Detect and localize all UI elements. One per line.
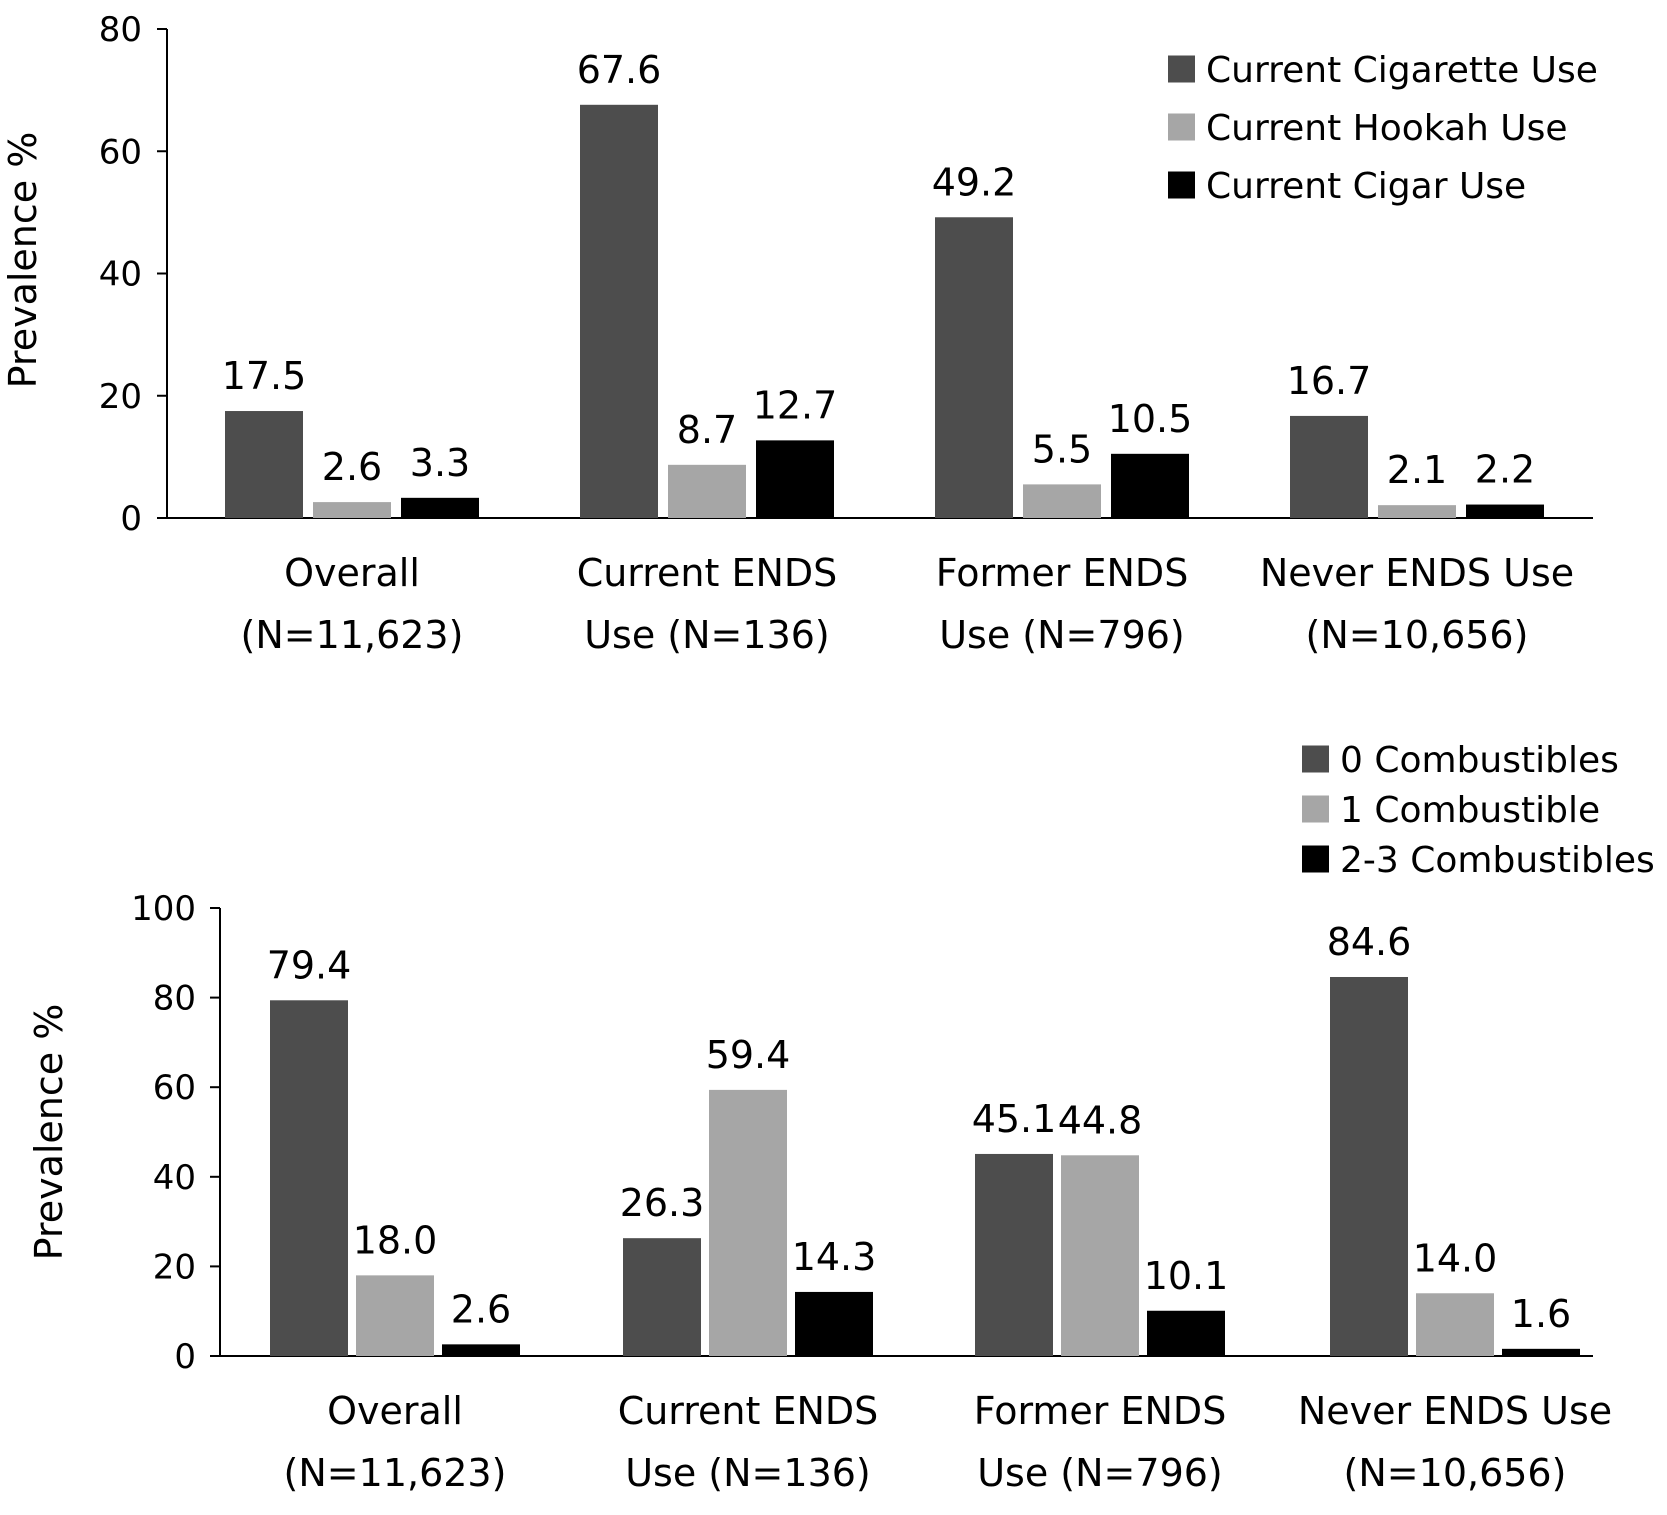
x-tick-label: (N=11,623) — [284, 1451, 507, 1495]
data-label: 17.5 — [222, 354, 307, 398]
bar — [442, 1344, 520, 1356]
x-tick-label: Former ENDS — [974, 1389, 1227, 1433]
bar — [1416, 1293, 1494, 1356]
x-tick-label: (N=10,656) — [1344, 1451, 1567, 1495]
data-label: 2.6 — [322, 445, 382, 489]
data-label: 2.2 — [1475, 448, 1535, 492]
data-label: 10.1 — [1144, 1254, 1229, 1298]
data-label: 16.7 — [1287, 359, 1372, 403]
legend-entry: 1 Combustible — [1340, 790, 1600, 831]
y-tick-label: 60 — [99, 132, 142, 172]
bar — [623, 1238, 701, 1356]
legend-swatch — [1302, 845, 1329, 873]
legend-entry: 0 Combustibles — [1340, 740, 1619, 781]
x-tick-label: Former ENDS — [936, 551, 1189, 595]
x-tick-label: (N=10,656) — [1306, 613, 1529, 657]
legend-swatch — [1168, 113, 1195, 141]
bar — [1466, 504, 1544, 518]
bar — [313, 502, 391, 518]
bar — [356, 1275, 434, 1356]
bar — [975, 1153, 1053, 1356]
x-tick-label: Use (N=796) — [939, 613, 1185, 657]
legend-swatch — [1302, 795, 1329, 823]
x-tick-label: Use (N=796) — [977, 1451, 1223, 1495]
chart-1: Prevalence % 0 20 40 60 80 17.5 67.6 49.2 16.7 2.6… — [1, 10, 1598, 657]
bar — [935, 217, 1013, 518]
legend-swatch — [1302, 745, 1329, 773]
bar — [795, 1291, 873, 1356]
bar — [1111, 453, 1189, 518]
y-tick-label: 100 — [131, 889, 196, 929]
bar — [1061, 1155, 1139, 1356]
y-tick-label: 80 — [153, 979, 196, 1019]
bar — [401, 497, 479, 518]
data-label: 84.6 — [1327, 920, 1412, 964]
bar — [1147, 1310, 1225, 1356]
legend-entry: Current Hookah Use — [1206, 108, 1568, 149]
y-tick-label: 0 — [120, 499, 142, 539]
data-label: 14.3 — [792, 1235, 877, 1279]
data-label: 26.3 — [620, 1181, 705, 1225]
x-tick-label: Overall — [327, 1389, 463, 1433]
bar — [580, 104, 658, 519]
bar — [1502, 1348, 1580, 1356]
x-tick-label: Use (N=136) — [584, 613, 830, 657]
legend-swatch — [1168, 55, 1195, 83]
y-tick-label: 80 — [99, 10, 142, 50]
bar — [1330, 976, 1408, 1356]
data-label: 10.5 — [1108, 397, 1193, 441]
x-tick-label: Never ENDS Use — [1298, 1389, 1612, 1433]
legend: Current Cigarette Use Current Hookah Use C… — [1168, 50, 1598, 207]
data-label: 14.0 — [1413, 1236, 1498, 1280]
data-label: 44.8 — [1058, 1098, 1143, 1142]
data-label: 49.2 — [932, 160, 1017, 204]
bar — [756, 440, 834, 518]
y-axis-label: Prevalence % — [1, 132, 45, 389]
data-label: 2.6 — [451, 1287, 511, 1331]
data-label: 12.7 — [753, 383, 838, 427]
legend-swatch — [1168, 171, 1195, 199]
chart-2: Prevalence % 0 20 40 60 80 100 79.4 26.3 45.1 84.6… — [27, 740, 1655, 1495]
bar — [1023, 484, 1101, 518]
data-label: 18.0 — [353, 1218, 438, 1262]
data-label: 45.1 — [972, 1097, 1057, 1141]
data-label: 8.7 — [677, 408, 737, 452]
bar — [709, 1089, 787, 1356]
bar — [668, 464, 746, 518]
y-tick-label: 20 — [153, 1247, 196, 1287]
data-label: 3.3 — [410, 441, 470, 485]
data-label: 5.5 — [1032, 427, 1092, 471]
y-tick-label: 60 — [153, 1068, 196, 1108]
legend-entry: Current Cigar Use — [1206, 166, 1526, 207]
x-tick-label: Current ENDS — [577, 551, 838, 595]
data-label: 79.4 — [267, 943, 352, 987]
y-tick-label: 0 — [174, 1337, 196, 1377]
bar — [225, 411, 303, 518]
x-tick-label: Use (N=136) — [625, 1451, 871, 1495]
bar — [1290, 415, 1368, 518]
data-label: 59.4 — [706, 1033, 791, 1077]
x-tick-label: Never ENDS Use — [1260, 551, 1574, 595]
y-axis-label: Prevalence % — [27, 1004, 71, 1261]
legend-entry: 2-3 Combustibles — [1340, 840, 1655, 881]
y-tick-label: 40 — [153, 1158, 196, 1198]
data-label: 1.6 — [1511, 1292, 1571, 1336]
bar — [270, 1000, 348, 1356]
x-tick-label: Current ENDS — [618, 1389, 879, 1433]
legend: 0 Combustibles 1 Combustible 2-3 Combustib… — [1302, 740, 1655, 881]
y-tick-label: 40 — [99, 255, 142, 295]
x-tick-label: Overall — [284, 551, 420, 595]
y-tick-label: 20 — [99, 377, 142, 417]
bar — [1378, 505, 1456, 518]
legend-entry: Current Cigarette Use — [1206, 50, 1598, 91]
data-label: 2.1 — [1387, 448, 1447, 492]
x-tick-label: (N=11,623) — [241, 613, 464, 657]
data-label: 67.6 — [577, 48, 662, 92]
